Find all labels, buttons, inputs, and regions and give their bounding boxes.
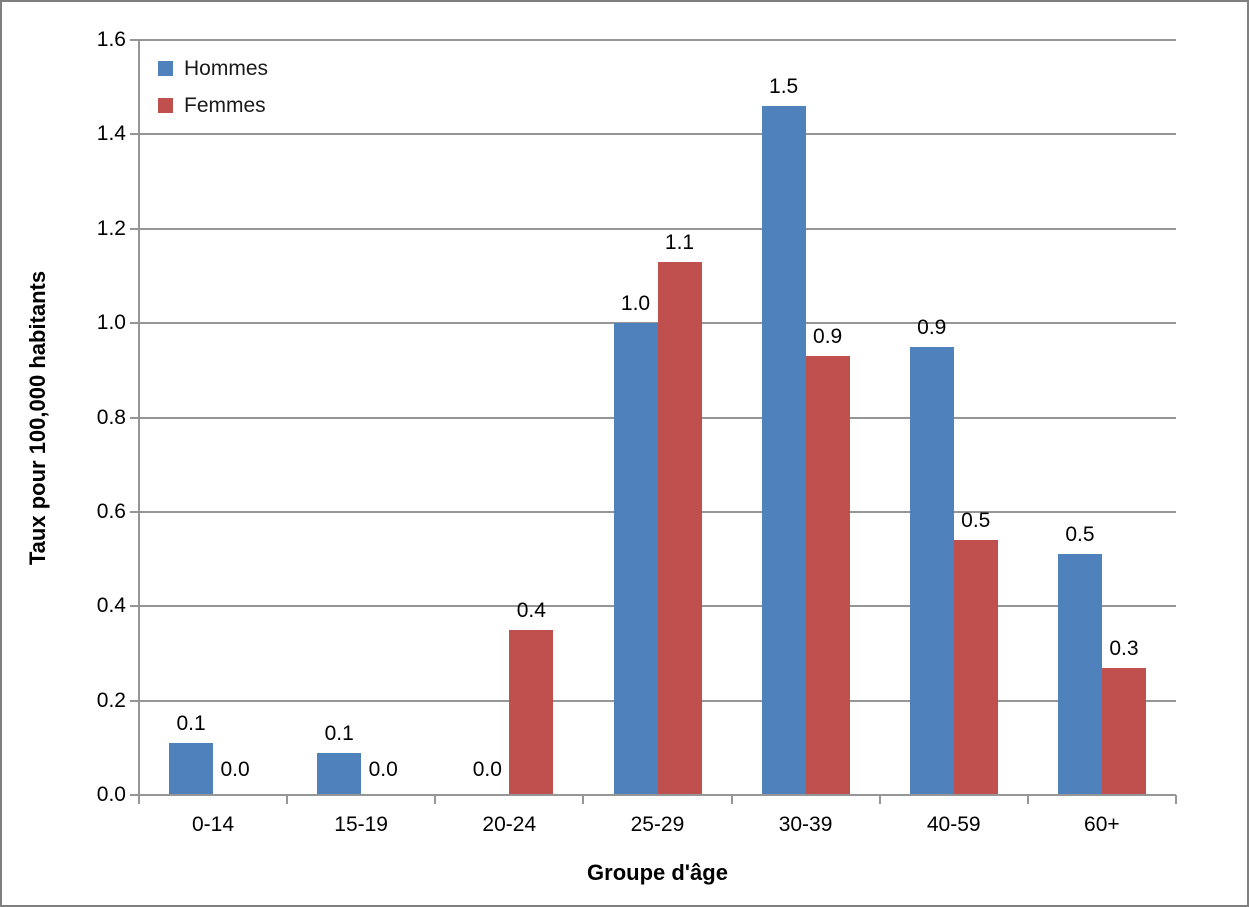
x-category-label: 30-39 [778, 813, 833, 836]
bar-femmes-30-39 [805, 356, 850, 795]
data-label: 1.5 [769, 75, 799, 98]
bar-hommes-15-19 [317, 753, 362, 795]
y-axis-tick [130, 699, 139, 702]
x-axis-tick [434, 795, 437, 804]
x-category-label: 40-59 [926, 813, 981, 836]
bar-femmes-25-29 [657, 262, 702, 795]
legend-swatch-hommes [158, 61, 173, 76]
y-axis-line [138, 40, 140, 804]
x-axis-tick [286, 795, 289, 804]
data-label: 0.5 [961, 509, 991, 532]
data-label: 0.3 [1109, 637, 1139, 660]
data-label: 1.0 [620, 292, 651, 315]
gridline [139, 227, 1176, 230]
data-label: 0.1 [324, 722, 354, 745]
data-label: 0.9 [917, 316, 947, 339]
x-axis-tick [1175, 795, 1177, 804]
data-label: 0.4 [516, 599, 546, 622]
data-label: 1.1 [664, 231, 695, 254]
bar-hommes-0-14 [169, 743, 214, 795]
y-axis-tick [130, 605, 139, 608]
x-axis-tick [730, 795, 733, 804]
data-label: 0.0 [368, 758, 398, 781]
x-axis-title: Groupe d'âge [587, 860, 728, 885]
legend-item-femmes: Femmes [158, 87, 268, 124]
legend-label-hommes: Hommes [184, 56, 269, 80]
data-label: 0.1 [176, 712, 206, 735]
x-axis-line [139, 794, 1176, 796]
x-category-label: 25-29 [630, 813, 685, 836]
x-category-label: 20-24 [482, 813, 537, 836]
y-tick-label: 0.6 [96, 499, 126, 523]
y-tick-label: 1.2 [96, 216, 126, 240]
x-axis-tick [582, 795, 585, 804]
y-axis-tick [130, 510, 139, 513]
x-axis-tick [878, 795, 881, 804]
gridline [139, 39, 1176, 41]
x-category-label: 0-14 [191, 813, 235, 836]
y-tick-label: 1.6 [96, 28, 126, 51]
y-axis-tick [130, 794, 139, 796]
y-axis-tick [130, 133, 139, 136]
data-label: 0.9 [813, 325, 843, 348]
bar-hommes-60+ [1057, 554, 1102, 795]
y-axis-title: Taux pour 100,000 habitants [25, 270, 50, 566]
x-axis-tick [1026, 795, 1029, 804]
legend-item-hommes: Hommes [158, 50, 268, 87]
y-tick-label: 0.2 [96, 688, 126, 712]
bar-femmes-60+ [1101, 668, 1146, 795]
legend: Hommes Femmes [158, 50, 268, 124]
bar-hommes-30-39 [761, 106, 806, 795]
data-label: 0.5 [1065, 523, 1095, 546]
y-axis-tick [130, 39, 139, 41]
x-category-label: 60+ [1084, 813, 1120, 836]
bar-hommes-40-59 [909, 347, 954, 795]
y-tick-label: 1.4 [96, 122, 126, 146]
bar-femmes-40-59 [953, 540, 998, 795]
y-tick-label: 0.8 [96, 405, 126, 429]
bar-femmes-20-24 [509, 630, 554, 795]
bar-hommes-25-29 [613, 323, 658, 795]
y-tick-label: 1.0 [96, 311, 126, 335]
y-tick-label: 0.0 [96, 783, 126, 806]
legend-swatch-femmes [158, 98, 173, 113]
data-label: 0.0 [220, 758, 250, 781]
gridline [139, 133, 1176, 136]
y-axis-tick [130, 322, 139, 325]
y-axis-tick [130, 416, 139, 419]
legend-label-femmes: Femmes [184, 93, 266, 117]
x-category-label: 15-19 [334, 813, 388, 836]
y-tick-label: 0.4 [96, 594, 126, 618]
y-axis-tick [130, 227, 139, 230]
data-label: 0.0 [472, 758, 502, 781]
